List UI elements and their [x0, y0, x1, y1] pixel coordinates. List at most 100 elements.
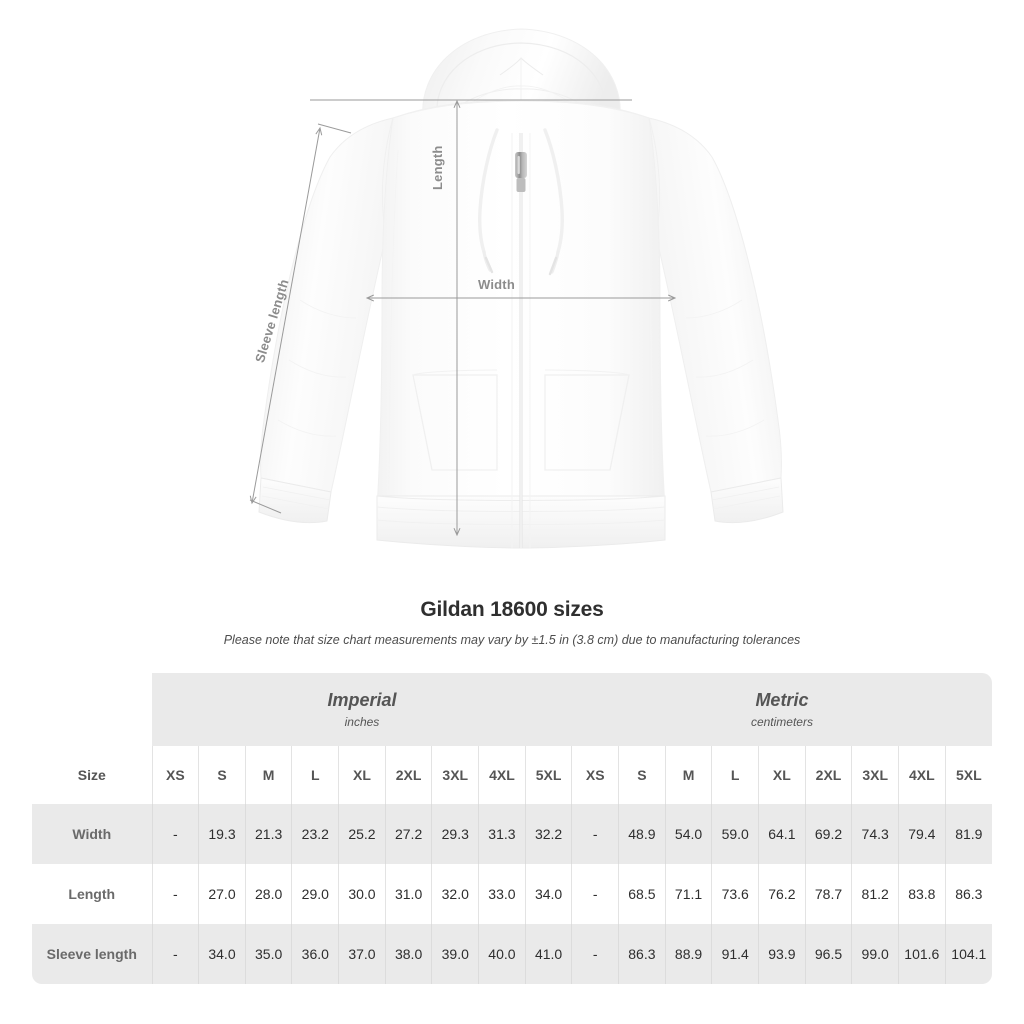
cell-length-imperial-4xl: 33.0: [478, 864, 526, 924]
cell-length-imperial-2xl: 31.0: [384, 864, 432, 924]
cell-sleeve-length-imperial-m: 35.0: [244, 924, 292, 984]
size-table-container: Imperial inches Metric centimeters Size XS S M L…: [32, 673, 992, 984]
cell-sleeve-length-metric-2xl: 96.5: [804, 924, 852, 984]
table-row: Length -27.0 28.0 29.0 30.0 31.0 32.0 33.0 34.0-…: [32, 864, 992, 924]
row-label-length: Length: [32, 864, 152, 924]
cell-sleeve-length-metric-xs: -: [571, 924, 619, 984]
cell-length-imperial-xl: 30.0: [338, 864, 386, 924]
cell-sleeve-length-imperial-3xl: 39.0: [431, 924, 479, 984]
size-header-cell-metric-xl: XL: [758, 746, 806, 804]
sleeve-tick-bottom: [249, 499, 282, 514]
cell-width-metric-xl: 64.1: [758, 804, 806, 864]
cell-width-imperial-xl: 25.2: [338, 804, 386, 864]
unit-header-metric: Metric centimeters: [571, 673, 992, 746]
cell-length-imperial-5xl: 34.0: [524, 864, 572, 924]
unit-header-row: Imperial inches Metric centimeters: [32, 673, 992, 746]
cell-width-imperial-l: 23.2: [291, 804, 339, 864]
size-header-cell-imperial-m: M: [244, 746, 292, 804]
cell-sleeve-length-imperial-5xl: 41.0: [524, 924, 572, 984]
garment-illustration: Width Length Sleeve length: [249, 28, 784, 549]
size-header-cell-imperial-3xl: 3XL: [431, 746, 479, 804]
cell-length-imperial-3xl: 32.0: [431, 864, 479, 924]
table-row: Width -19.3 21.3 23.2 25.2 27.2 29.3 31.3 32.2-4…: [32, 804, 992, 864]
cell-width-metric-3xl: 74.3: [851, 804, 899, 864]
size-header-cell-metric-l: L: [711, 746, 759, 804]
drawstrings: [478, 128, 564, 276]
cell-sleeve-length-metric-3xl: 99.0: [851, 924, 899, 984]
title-block: Gildan 18600 sizes Please note that size…: [0, 598, 1024, 647]
cell-width-imperial-xs: -: [151, 804, 199, 864]
unit-name: Imperial: [327, 690, 397, 711]
width-label: Width: [478, 277, 515, 292]
cell-sleeve-length-metric-xl: 93.9: [758, 924, 806, 984]
table-row: Sleeve length - 34.0 35.0 36.0 37.0 38.0 39.0 40…: [32, 924, 992, 984]
cell-length-imperial-xs: -: [151, 864, 199, 924]
tolerance-note: Please note that size chart measurements…: [223, 633, 801, 647]
size-header-cell-metric-m: M: [664, 746, 712, 804]
size-header-cell-imperial-l: L: [291, 746, 339, 804]
cell-width-metric-l: 59.0: [711, 804, 759, 864]
unit-subtitle: inches: [344, 714, 380, 729]
cell-length-metric-s: 68.5: [618, 864, 666, 924]
cell-length-metric-3xl: 81.2: [851, 864, 899, 924]
size-header-cell-metric-4xl: 4XL: [898, 746, 946, 804]
cell-length-metric-2xl: 78.7: [804, 864, 852, 924]
cell-sleeve-length-metric-s: 86.3: [618, 924, 666, 984]
size-header-cell-metric-3xl: 3XL: [851, 746, 899, 804]
measurement-annotations: [249, 99, 677, 537]
cell-width-metric-xs: -: [571, 804, 619, 864]
cell-width-metric-s: 48.9: [618, 804, 666, 864]
cell-length-metric-l: 73.6: [711, 864, 759, 924]
unit-name: Metric: [755, 690, 809, 711]
size-header-cell-imperial-xl: XL: [338, 746, 386, 804]
cell-width-imperial-m: 21.3: [244, 804, 292, 864]
row-label-width: Width: [32, 804, 152, 864]
cell-width-imperial-4xl: 31.3: [478, 804, 526, 864]
cell-length-metric-5xl: 86.3: [944, 864, 992, 924]
cell-sleeve-length-metric-l: 91.4: [711, 924, 759, 984]
cell-sleeve-length-metric-4xl: 101.6: [898, 924, 946, 984]
cell-sleeve-length-imperial-4xl: 40.0: [478, 924, 526, 984]
size-header-cell-metric-xs: XS: [571, 746, 619, 804]
cell-length-metric-4xl: 83.8: [898, 864, 946, 924]
cell-length-metric-xs: -: [571, 864, 619, 924]
cell-width-imperial-2xl: 27.2: [384, 804, 432, 864]
unit-subtitle: centimeters: [750, 714, 813, 729]
cell-width-metric-5xl: 81.9: [944, 804, 992, 864]
center-zipper: [511, 133, 531, 548]
cell-width-metric-4xl: 79.4: [898, 804, 946, 864]
cell-sleeve-length-imperial-l: 36.0: [291, 924, 339, 984]
size-header-cell-imperial-5xl: 5XL: [524, 746, 572, 804]
size-column-header: Size: [32, 746, 152, 804]
unit-header-imperial: Imperial inches: [152, 673, 572, 746]
cell-sleeve-length-imperial-2xl: 38.0: [384, 924, 432, 984]
size-chart-table: Imperial inches Metric centimeters Size XS S M L…: [32, 673, 992, 984]
cell-length-imperial-s: 27.0: [198, 864, 246, 924]
cell-width-imperial-3xl: 29.3: [431, 804, 479, 864]
hoodie-diagram: [249, 28, 784, 549]
size-header-cell-imperial-2xl: 2XL: [384, 746, 432, 804]
cell-sleeve-length-metric-m: 88.9: [664, 924, 712, 984]
sleeve-length-arrow: [249, 126, 323, 505]
sleeve-tick-top: [317, 123, 352, 134]
cell-length-metric-m: 71.1: [664, 864, 712, 924]
cell-length-imperial-l: 29.0: [291, 864, 339, 924]
page-title: Gildan 18600 sizes: [420, 598, 604, 621]
cell-width-metric-2xl: 69.2: [804, 804, 852, 864]
cell-width-metric-m: 54.0: [664, 804, 712, 864]
cell-width-imperial-s: 19.3: [198, 804, 246, 864]
right-sleeve: [648, 117, 784, 524]
cell-length-metric-xl: 76.2: [758, 864, 806, 924]
size-header-cell-imperial-4xl: 4XL: [478, 746, 526, 804]
size-header-cell-imperial-xs: XS: [151, 746, 199, 804]
size-header-cell-metric-2xl: 2XL: [804, 746, 852, 804]
unit-row-spacer: [32, 673, 152, 746]
cell-sleeve-length-metric-5xl: 104.1: [944, 924, 992, 984]
size-header-cell-imperial-s: S: [198, 746, 246, 804]
cell-sleeve-length-imperial-xl: 37.0: [338, 924, 386, 984]
size-header-cell-metric-s: S: [618, 746, 666, 804]
cell-length-imperial-m: 28.0: [244, 864, 292, 924]
cell-sleeve-length-imperial-s: 34.0: [198, 924, 246, 984]
row-label-sleeve-length: Sleeve length: [32, 924, 152, 984]
size-header-cell-metric-5xl: 5XL: [944, 746, 992, 804]
